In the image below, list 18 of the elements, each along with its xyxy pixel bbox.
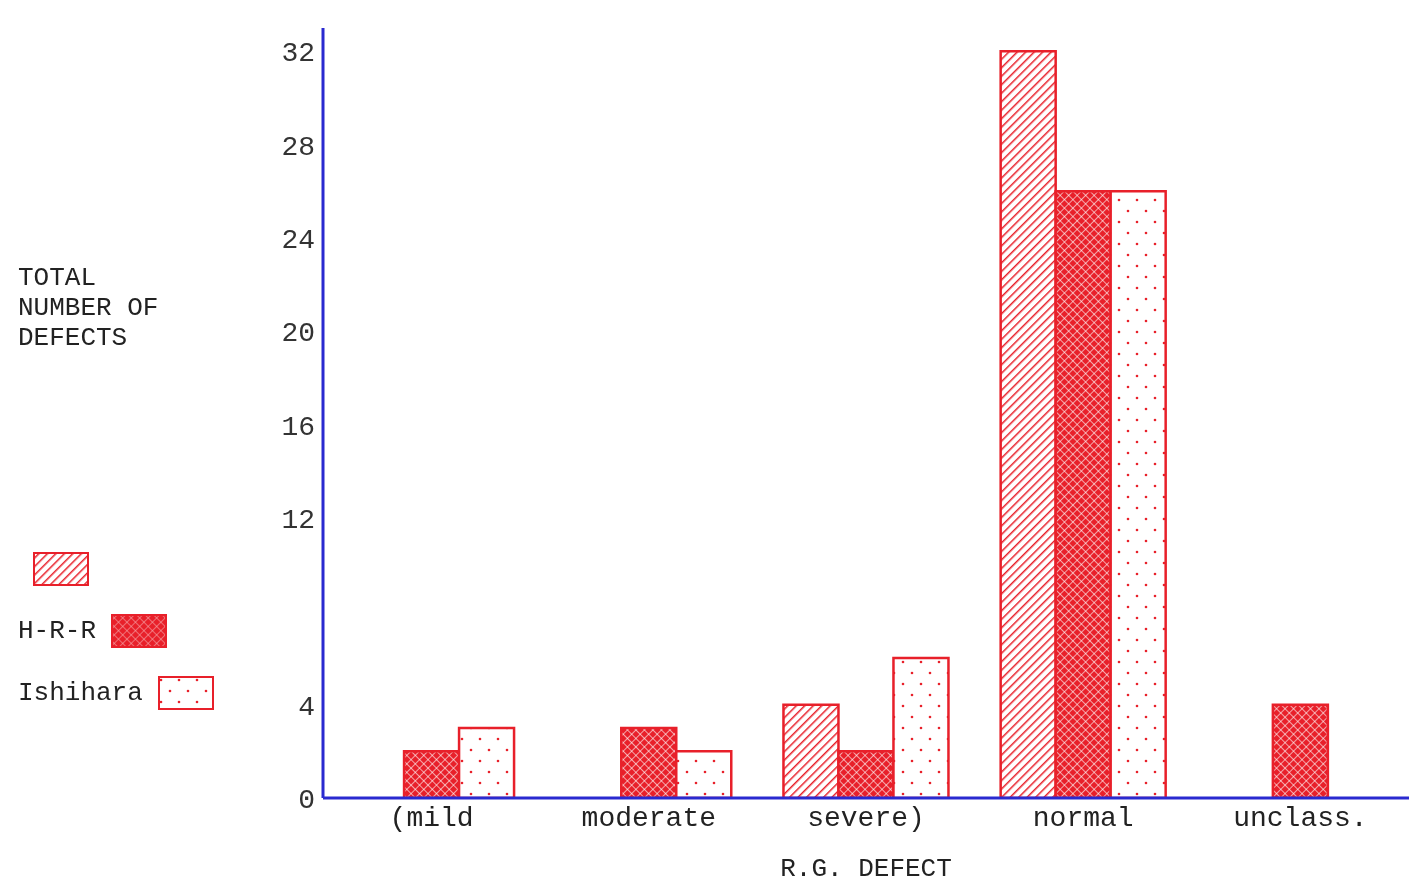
y-tick-label: 0 <box>298 784 315 816</box>
legend-label: Ishihara <box>18 678 143 708</box>
bar <box>1271 703 1330 798</box>
legend-label: H-R-R <box>18 616 97 646</box>
x-axis-title: R.G. DEFECT <box>780 854 952 884</box>
y-tick-label: 24 <box>281 224 315 256</box>
y-tick-label: 16 <box>281 411 315 443</box>
x-tick-label: unclass. <box>1233 802 1368 834</box>
x-tick-label: normal <box>1032 802 1134 834</box>
y-axis-title: TOTAL NUMBER OF DEFECTS <box>18 263 160 353</box>
x-tick-label: severe) <box>807 802 925 834</box>
y-tick-label: 32 <box>281 38 315 70</box>
y-tick-label: 12 <box>281 504 315 536</box>
y-tick-label: 20 <box>281 318 315 350</box>
x-tick-label: moderate <box>581 802 717 834</box>
y-tick-label: 4 <box>298 691 315 723</box>
y-tick-label: 28 <box>281 131 315 163</box>
x-tick-label: (mild <box>389 802 474 834</box>
